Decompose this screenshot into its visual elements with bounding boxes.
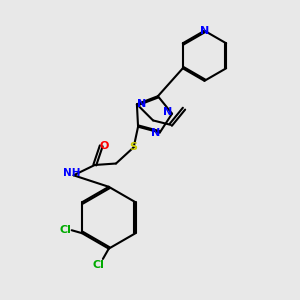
Text: Cl: Cl <box>92 260 104 270</box>
Text: N: N <box>200 26 209 36</box>
Text: N: N <box>151 128 160 137</box>
Text: N: N <box>163 107 172 117</box>
Text: N: N <box>137 99 146 109</box>
Text: O: O <box>100 141 109 151</box>
Text: S: S <box>130 142 138 152</box>
Text: Cl: Cl <box>60 225 72 235</box>
Text: NH: NH <box>63 168 81 178</box>
